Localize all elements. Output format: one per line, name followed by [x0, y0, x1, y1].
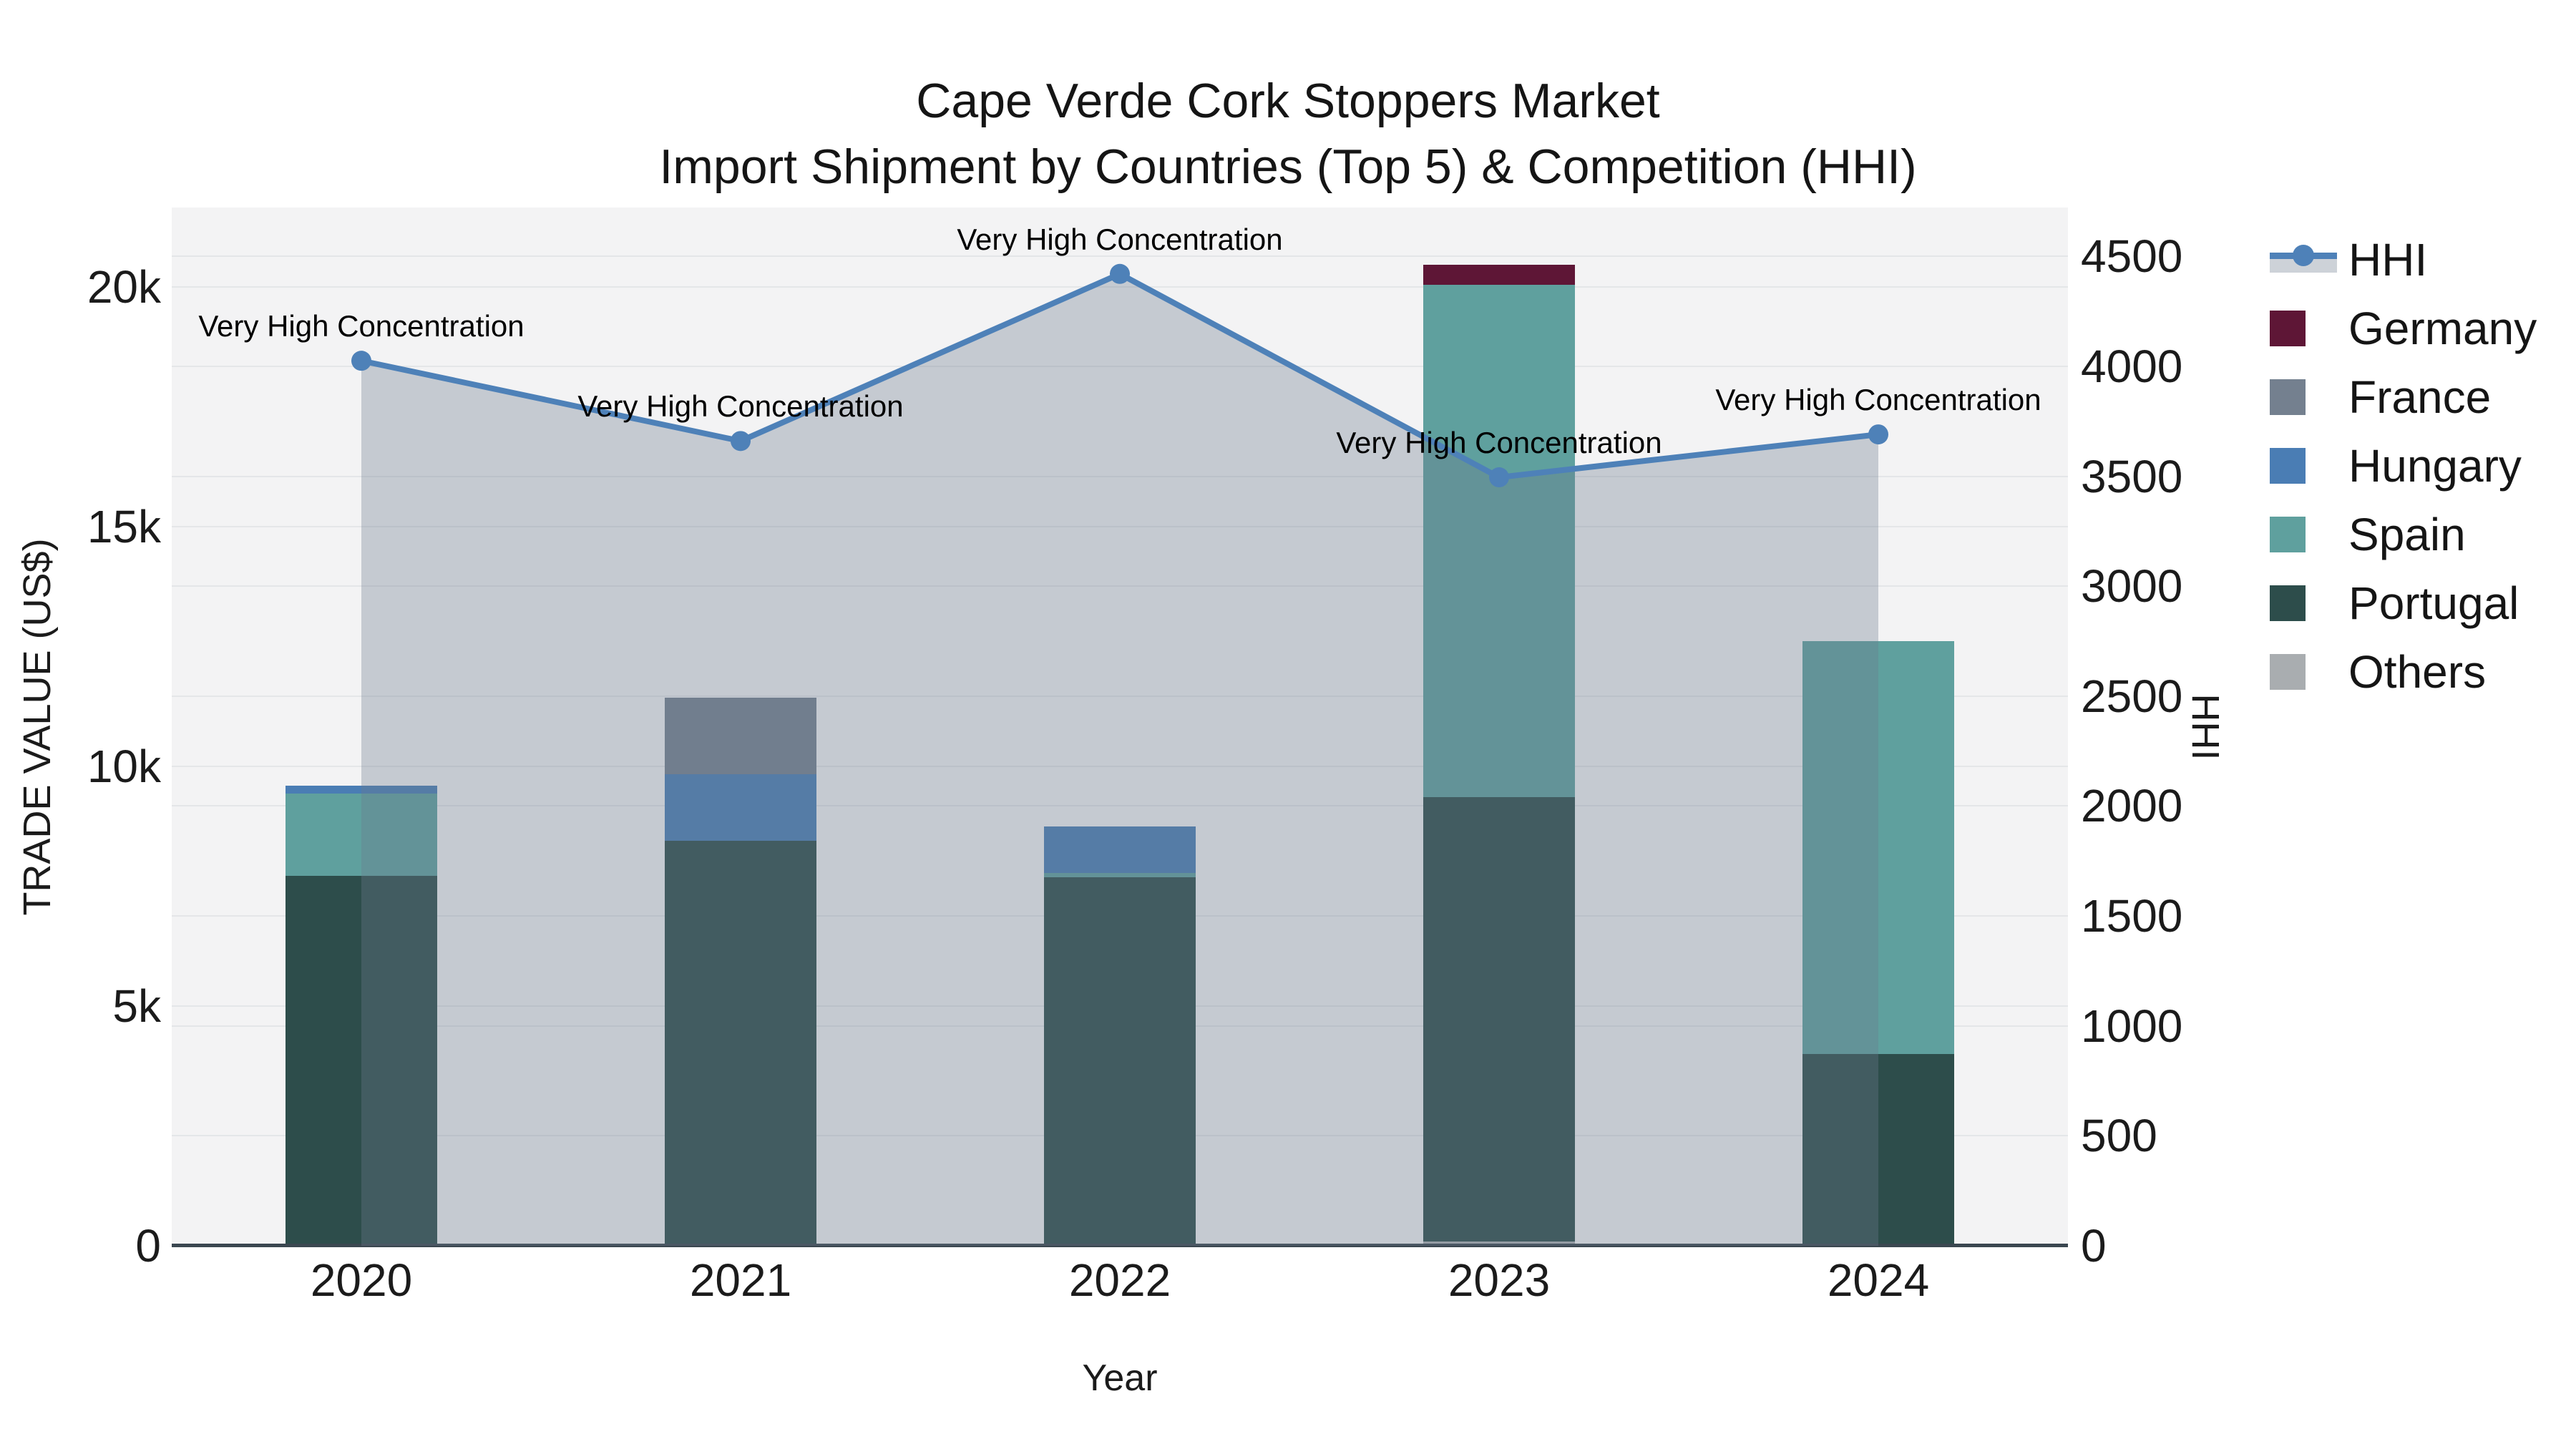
- bar-segment-hungary-2021[interactable]: [665, 774, 816, 841]
- y-left-tick-label: 5k: [112, 980, 161, 1033]
- legend-item-france[interactable]: France: [2270, 363, 2537, 431]
- legend-color-swatch: [2270, 379, 2306, 415]
- legend-color-swatch: [2270, 517, 2306, 552]
- plot-area: Very High Concentration Very High Concent…: [172, 208, 2068, 1247]
- y-right-tick-label: 2500: [2081, 670, 2183, 722]
- legend-label: HHI: [2348, 234, 2428, 286]
- bar-segment-portugal-2023[interactable]: [1423, 796, 1575, 1241]
- hhi-marker-2023[interactable]: [1489, 467, 1509, 488]
- legend-color-swatch: [2270, 654, 2306, 690]
- legend: HHI Germany France Hungary Spain Portugal Othe…: [2270, 225, 2537, 706]
- gridline-y-left: [172, 526, 2068, 528]
- y-left-tick-label: 20k: [87, 261, 161, 313]
- bar-segment-portugal-2024[interactable]: [1802, 1054, 1954, 1246]
- legend-label: Portugal: [2348, 577, 2519, 629]
- bar-segment-france-2021[interactable]: [665, 697, 816, 774]
- bar-segment-germany-2023[interactable]: [1423, 264, 1575, 285]
- gridline-y-left: [172, 766, 2068, 768]
- y-left-tick-label: 10k: [87, 741, 161, 793]
- legend-label: France: [2348, 371, 2492, 423]
- hhi-marker-2021[interactable]: [731, 431, 751, 452]
- legend-item-hhi[interactable]: HHI: [2270, 225, 2537, 294]
- bar-segment-portugal-2020[interactable]: [286, 875, 437, 1246]
- legend-item-portugal[interactable]: Portugal: [2270, 569, 2537, 638]
- bar-segment-portugal-2021[interactable]: [665, 840, 816, 1246]
- x-tick-label-2020: 2020: [310, 1254, 413, 1306]
- y-right-tick-label: 3500: [2081, 450, 2183, 502]
- y-right-tick-label: 4500: [2081, 230, 2183, 283]
- gridline-y-left: [172, 286, 2068, 288]
- x-tick-label-2021: 2021: [689, 1254, 792, 1306]
- hhi-marker-2022[interactable]: [1110, 263, 1130, 284]
- bar-segment-others-2023[interactable]: [1423, 1241, 1575, 1246]
- hhi-marker-2024[interactable]: [1868, 424, 1888, 445]
- annotation-2023: Very High Concentration: [1336, 426, 1662, 460]
- legend-color-swatch: [2270, 585, 2306, 621]
- gridline-y-right: [172, 365, 2068, 367]
- hhi-line-layer: [351, 263, 1888, 1246]
- bar-segment-hungary-2022[interactable]: [1044, 826, 1196, 874]
- legend-label: Germany: [2348, 303, 2537, 354]
- gridline-y-right: [172, 805, 2068, 807]
- y-right-tick-label: 4000: [2081, 340, 2183, 392]
- annotation-2024: Very High Concentration: [1715, 383, 2041, 417]
- hhi-area-fill: [361, 273, 1878, 1246]
- y-right-tick-label: 1500: [2081, 890, 2183, 942]
- hhi-marker-2020[interactable]: [351, 351, 371, 371]
- legend-item-spain[interactable]: Spain: [2270, 500, 2537, 569]
- gridline-y-right: [172, 255, 2068, 258]
- legend-item-germany[interactable]: Germany: [2270, 294, 2537, 363]
- legend-label: Others: [2348, 646, 2487, 698]
- chart-subtitle: Import Shipment by Countries (Top 5) & C…: [659, 140, 1917, 194]
- annotation-2021: Very High Concentration: [577, 389, 904, 424]
- y-left-tick-label: 15k: [87, 501, 161, 553]
- x-tick-label-2023: 2023: [1448, 1254, 1551, 1306]
- legend-marker-dot: [2293, 245, 2314, 266]
- legend-item-others[interactable]: Others: [2270, 638, 2537, 706]
- annotation-2022: Very High Concentration: [957, 222, 1283, 256]
- y-right-tick-label: 3000: [2081, 560, 2183, 613]
- chart-title-block: Cape Verde Cork Stoppers Market Import S…: [0, 68, 2576, 200]
- legend-color-swatch: [2270, 448, 2306, 484]
- y-right-tick-label: 1000: [2081, 1000, 2183, 1052]
- gridline-y-right: [172, 695, 2068, 697]
- legend-color-swatch: [2270, 311, 2306, 346]
- bar-segment-spain-2024[interactable]: [1802, 641, 1954, 1055]
- legend-line-marker-swatch: [2270, 244, 2337, 275]
- y-right-tick-label: 0: [2081, 1220, 2107, 1272]
- gridline-y-right: [172, 585, 2068, 587]
- annotation-2020: Very High Concentration: [198, 309, 525, 343]
- y-right-tick-label: 2000: [2081, 780, 2183, 832]
- bar-segment-spain-2023[interactable]: [1423, 284, 1575, 797]
- bar-segment-hungary-2020[interactable]: [286, 785, 437, 794]
- y-left-tick-label: 0: [135, 1220, 161, 1272]
- x-axis-title: Year: [1082, 1357, 1158, 1399]
- bar-segment-portugal-2022[interactable]: [1044, 877, 1196, 1246]
- y-right-tick-label: 500: [2081, 1110, 2157, 1162]
- legend-label: Spain: [2348, 509, 2466, 560]
- chart-title: Cape Verde Cork Stoppers Market: [916, 74, 1660, 128]
- bar-segment-spain-2022[interactable]: [1044, 873, 1196, 877]
- x-axis-line: [172, 1244, 2068, 1247]
- gridline-y-right: [172, 475, 2068, 477]
- legend-item-hungary[interactable]: Hungary: [2270, 431, 2537, 500]
- bar-segment-spain-2020[interactable]: [286, 793, 437, 876]
- y-axis-title-left: TRADE VALUE (US$): [16, 538, 59, 916]
- x-tick-label-2022: 2022: [1068, 1254, 1171, 1306]
- x-tick-label-2024: 2024: [1827, 1254, 1930, 1306]
- legend-label: Hungary: [2348, 440, 2522, 492]
